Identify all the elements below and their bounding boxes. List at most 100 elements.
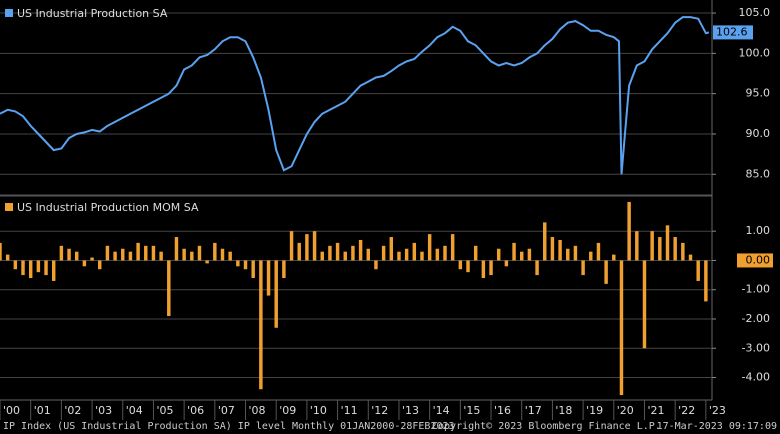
- legend-label: US Industrial Production SA: [17, 7, 168, 20]
- zero-label: 0.00: [746, 253, 771, 266]
- bar: [427, 234, 432, 261]
- bar: [443, 245, 447, 261]
- bar: [220, 248, 225, 261]
- bar: [535, 260, 539, 276]
- bar: [397, 251, 401, 261]
- bar: [351, 245, 355, 261]
- bar: [236, 260, 240, 267]
- footer-copyright: Copyright© 2023 Bloomberg Finance L.P.: [432, 421, 661, 432]
- x-tick-label: '09: [279, 404, 296, 417]
- bar: [543, 222, 547, 261]
- x-tick-label: '06: [187, 404, 204, 417]
- bar: [435, 248, 440, 261]
- bar: [98, 260, 102, 270]
- x-tick-label: '05: [156, 404, 173, 417]
- y-tick-label: 85.0: [746, 167, 771, 180]
- bar: [604, 260, 608, 284]
- x-tick-label: '20: [617, 404, 634, 417]
- bar: [59, 245, 64, 261]
- bar: [404, 248, 409, 261]
- bar: [519, 251, 524, 261]
- bar: [496, 248, 501, 261]
- x-tick-label: '08: [249, 404, 266, 417]
- bar: [366, 248, 371, 261]
- bar: [36, 260, 41, 273]
- bar: [174, 237, 179, 261]
- bar: [82, 260, 87, 267]
- bar: [274, 260, 278, 328]
- bar: [105, 245, 110, 261]
- x-tick-label: '14: [433, 404, 450, 417]
- footer-timestamp: 17-Mar-2023 09:17:09: [657, 421, 777, 432]
- bar: [13, 260, 18, 270]
- bar: [573, 245, 578, 261]
- bar: [466, 260, 470, 273]
- x-tick-label: '23: [709, 404, 726, 417]
- bar: [374, 260, 378, 270]
- bar: [596, 242, 601, 261]
- bar: [243, 260, 248, 270]
- bar: [5, 254, 10, 261]
- x-tick-label: '17: [525, 404, 542, 417]
- legend-swatch: [5, 203, 13, 211]
- bar: [67, 248, 71, 261]
- bar: [121, 248, 125, 261]
- x-tick-label: '02: [64, 404, 81, 417]
- bar: [44, 260, 48, 276]
- bar: [550, 237, 555, 261]
- y-tick-label: -4.00: [742, 371, 770, 384]
- bar: [688, 254, 693, 261]
- bar: [182, 248, 186, 261]
- y-tick-label: 95.0: [746, 87, 771, 100]
- bar: [473, 245, 478, 261]
- bar: [627, 201, 631, 261]
- bar: [312, 231, 317, 261]
- bar: [696, 260, 700, 281]
- y-tick-label: 100.0: [739, 46, 771, 59]
- x-tick-label: '22: [678, 404, 695, 417]
- bar: [297, 242, 301, 261]
- bar: [167, 260, 171, 317]
- bar: [259, 260, 263, 390]
- legend-swatch: [5, 9, 13, 17]
- bar: [527, 248, 532, 261]
- x-tick-label: '19: [586, 404, 603, 417]
- bar: [650, 231, 654, 261]
- bar: [504, 260, 509, 267]
- x-tick-label: '12: [371, 404, 388, 417]
- bar: [566, 248, 570, 261]
- zero-box: [737, 253, 773, 268]
- bar: [113, 251, 117, 261]
- bar: [420, 251, 424, 261]
- bar: [266, 260, 271, 296]
- bar: [51, 260, 56, 281]
- y-tick-label: 90.0: [746, 127, 771, 140]
- last-value-box: [713, 25, 753, 40]
- bar: [305, 234, 309, 261]
- bar: [144, 245, 148, 261]
- bar: [21, 260, 25, 276]
- x-tick-label: '01: [34, 404, 51, 417]
- x-tick-label: '15: [463, 404, 480, 417]
- bar: [481, 260, 486, 279]
- bar: [581, 260, 585, 276]
- bar: [389, 237, 394, 261]
- bar: [665, 225, 670, 261]
- bar: [205, 260, 209, 264]
- bar: [673, 237, 677, 261]
- footer-source: IP Index (US Industrial Production SA) I…: [3, 421, 455, 432]
- y-tick-label: -2.00: [742, 312, 770, 325]
- line: [0, 16, 710, 175]
- bar: [635, 231, 639, 261]
- bar: [358, 239, 363, 261]
- bar: [343, 251, 347, 261]
- bar: [412, 242, 417, 261]
- bar: [589, 251, 593, 261]
- bar: [658, 237, 662, 261]
- bar: [612, 254, 616, 261]
- bar: [704, 260, 708, 302]
- bar: [74, 251, 79, 261]
- bar: [136, 242, 140, 261]
- bar: [28, 260, 33, 279]
